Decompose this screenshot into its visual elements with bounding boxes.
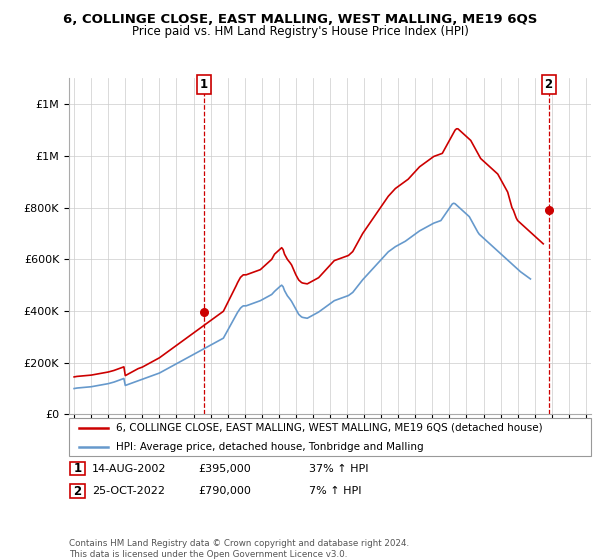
Text: HPI: Average price, detached house, Tonbridge and Malling: HPI: Average price, detached house, Tonb… xyxy=(116,442,424,452)
Text: £395,000: £395,000 xyxy=(198,464,251,474)
Text: 37% ↑ HPI: 37% ↑ HPI xyxy=(309,464,368,474)
Text: 6, COLLINGE CLOSE, EAST MALLING, WEST MALLING, ME19 6QS: 6, COLLINGE CLOSE, EAST MALLING, WEST MA… xyxy=(63,13,537,26)
Text: 14-AUG-2002: 14-AUG-2002 xyxy=(92,464,166,474)
Text: 6, COLLINGE CLOSE, EAST MALLING, WEST MALLING, ME19 6QS (detached house): 6, COLLINGE CLOSE, EAST MALLING, WEST MA… xyxy=(116,423,542,433)
Text: 2: 2 xyxy=(73,484,82,498)
Text: 7% ↑ HPI: 7% ↑ HPI xyxy=(309,486,361,496)
Text: 1: 1 xyxy=(73,462,82,475)
Bar xyxy=(70,484,85,498)
Text: 25-OCT-2022: 25-OCT-2022 xyxy=(92,486,165,496)
Bar xyxy=(70,462,85,475)
Text: Contains HM Land Registry data © Crown copyright and database right 2024.
This d: Contains HM Land Registry data © Crown c… xyxy=(69,539,409,559)
Text: Price paid vs. HM Land Registry's House Price Index (HPI): Price paid vs. HM Land Registry's House … xyxy=(131,25,469,38)
Text: 1: 1 xyxy=(200,78,208,91)
Text: 2: 2 xyxy=(544,78,553,91)
Text: £790,000: £790,000 xyxy=(198,486,251,496)
